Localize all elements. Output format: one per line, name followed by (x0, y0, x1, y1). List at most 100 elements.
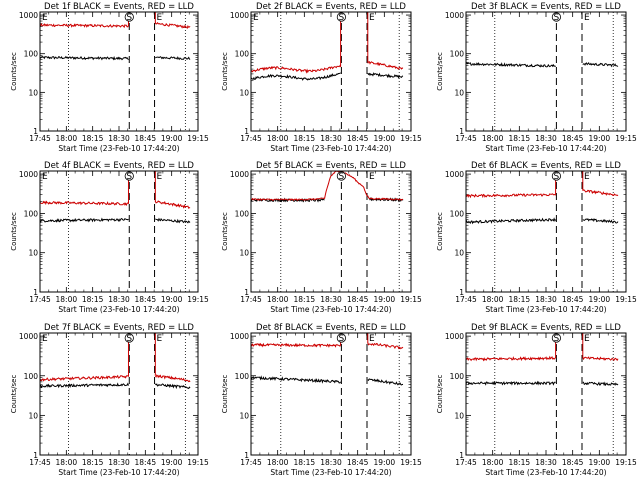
x-tick-label: 18:45 (135, 458, 157, 467)
y-tick-label: 100 (450, 372, 465, 381)
chart-title: Det 3f BLACK = Events, RED = LLD (471, 2, 621, 12)
y-tick-label: 1000 (445, 170, 464, 179)
series-line (582, 189, 619, 197)
series-red-lld (465, 171, 619, 199)
end-marker: E (42, 334, 48, 344)
series-black-events (465, 380, 619, 387)
chart-panel-2: Det 2f BLACK = Events, RED = LLD Counts/s… (221, 2, 422, 153)
x-tick-label: 18:15 (82, 295, 104, 304)
x-axis-label: Start Time (23-Feb-10 17:44:20) (270, 305, 391, 314)
y-tick-label: 1000 (230, 11, 249, 20)
y-tick-label: 100 (235, 372, 250, 381)
series-red-lld (39, 12, 191, 30)
series-red-lld (250, 333, 404, 350)
chart-panel-9: Det 9f BLACK = Events, RED = LLD Counts/s… (436, 323, 637, 477)
series-line (39, 382, 129, 389)
x-axis-label: Start Time (23-Feb-10 17:44:20) (485, 144, 606, 153)
end-marker: E (157, 172, 163, 182)
series-line (465, 355, 556, 362)
series-line (154, 374, 191, 383)
x-tick-label: 18:45 (562, 295, 584, 304)
start-marker: S (554, 334, 560, 344)
end-marker: E (369, 172, 375, 182)
series-red-lld (465, 333, 619, 362)
y-tick-label: 10 (454, 249, 464, 258)
series-line (582, 62, 619, 68)
chart-title: Det 4f BLACK = Events, RED = LLD (44, 161, 194, 171)
y-tick-label: 1000 (445, 11, 464, 20)
x-tick-label: 19:00 (161, 134, 183, 143)
x-axis-label: Start Time (23-Feb-10 17:44:20) (270, 468, 391, 477)
series-line (250, 375, 342, 384)
series-line (39, 374, 129, 382)
chart-panel-7: Det 7f BLACK = Events, RED = LLD Counts/s… (10, 323, 209, 477)
end-marker: E (584, 172, 590, 182)
y-tick-label: 1000 (19, 11, 38, 20)
x-tick-label: 19:15 (400, 295, 422, 304)
start-marker-circle (124, 12, 134, 22)
series-line (465, 380, 556, 386)
x-tick-label: 18:30 (535, 295, 557, 304)
x-tick-label: 18:15 (82, 458, 104, 467)
series-line (465, 193, 556, 199)
plot-frame (39, 170, 199, 293)
y-tick-label: 100 (235, 50, 250, 59)
x-tick-label: 17:45 (29, 134, 51, 143)
y-tick-label: 1 (244, 127, 249, 136)
x-tick-label: 19:15 (615, 458, 637, 467)
x-axis-label: Start Time (23-Feb-10 17:44:20) (485, 468, 606, 477)
end-marker: E (157, 334, 163, 344)
y-axis-label: Counts/sec (10, 52, 18, 91)
series-line (250, 72, 341, 81)
series-line (39, 22, 129, 29)
start-marker: S (126, 172, 132, 182)
x-tick-label: 18:45 (562, 458, 584, 467)
end-marker: E (584, 334, 590, 344)
x-tick-label: 18:45 (347, 295, 369, 304)
y-tick-label: 10 (28, 88, 38, 97)
y-tick-label: 1 (33, 288, 38, 297)
x-tick-label: 19:15 (187, 458, 209, 467)
x-tick-label: 19:15 (187, 134, 209, 143)
series-line (367, 61, 404, 71)
series-red-lld (250, 170, 404, 201)
y-tick-label: 1 (33, 451, 38, 460)
end-marker: E (42, 172, 48, 182)
x-tick-label: 19:00 (374, 458, 396, 467)
x-tick-label: 18:30 (320, 134, 342, 143)
chart-title: Det 6f BLACK = Events, RED = LLD (471, 161, 621, 171)
series-line (155, 56, 191, 61)
chart-title: Det 7f BLACK = Events, RED = LLD (44, 323, 194, 333)
y-tick-label: 100 (24, 372, 39, 381)
y-axis-label: Counts/sec (436, 52, 444, 91)
start-marker-circle (551, 171, 562, 181)
chart-panel-3: Det 3f BLACK = Events, RED = LLD Counts/s… (436, 2, 637, 153)
x-tick-label: 18:00 (56, 134, 78, 143)
y-tick-label: 100 (24, 50, 39, 59)
series-line (582, 356, 619, 361)
y-axis-label: Counts/sec (221, 52, 229, 91)
x-tick-label: 18:00 (56, 295, 78, 304)
x-tick-label: 18:00 (267, 134, 289, 143)
y-tick-label: 1 (459, 451, 464, 460)
series-black-events (250, 72, 404, 81)
x-tick-label: 18:45 (562, 134, 584, 143)
y-tick-label: 100 (450, 50, 465, 59)
x-tick-label: 19:00 (374, 295, 396, 304)
end-marker: E (253, 13, 259, 23)
chart-panel-5: Det 5f BLACK = Events, RED = LLD Counts/s… (221, 161, 422, 314)
x-tick-label: 17:45 (455, 134, 477, 143)
chart-title: Det 1f BLACK = Events, RED = LLD (44, 2, 194, 12)
start-marker: S (554, 13, 560, 23)
start-marker: S (126, 334, 132, 344)
end-marker: E (369, 13, 375, 23)
end-marker: E (42, 13, 48, 23)
x-tick-label: 19:00 (161, 295, 183, 304)
end-marker: E (584, 13, 590, 23)
x-tick-label: 18:30 (320, 458, 342, 467)
y-tick-label: 10 (28, 249, 38, 258)
x-axis-label: Start Time (23-Feb-10 17:44:20) (485, 305, 606, 314)
x-tick-label: 17:45 (240, 458, 262, 467)
y-tick-label: 100 (24, 209, 39, 218)
